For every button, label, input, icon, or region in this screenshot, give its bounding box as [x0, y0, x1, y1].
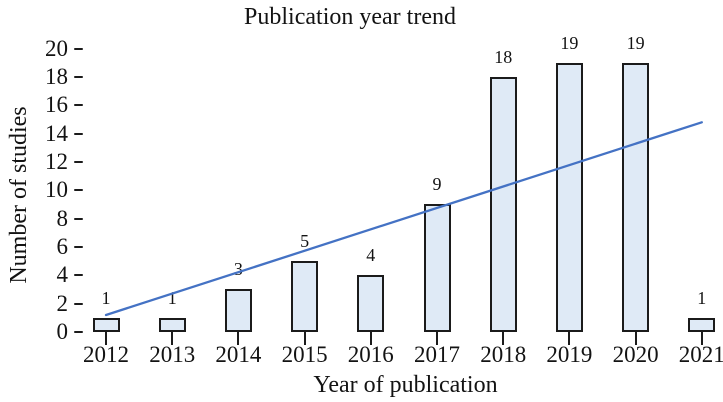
x-tick-label: 2013: [149, 342, 196, 367]
y-tick-label: 8: [56, 205, 69, 231]
x-tick-label: 2021: [678, 342, 723, 367]
bar-value-label: 3: [233, 259, 243, 280]
y-axis-tick: [74, 330, 83, 334]
x-tick-label: 2015: [281, 342, 328, 367]
trend-line: [104, 121, 703, 317]
bar-value-label: 9: [432, 174, 442, 195]
x-tick-label: 2016: [347, 342, 394, 367]
bar-value-label: 4: [366, 245, 376, 266]
y-axis-tick: [74, 274, 83, 277]
y-tick-label: 20: [45, 35, 68, 61]
x-tick-label: 2020: [612, 342, 659, 367]
bar: [489, 76, 517, 332]
y-axis-tick: [74, 132, 83, 135]
bar: [688, 317, 716, 332]
y-axis-tick: [74, 189, 83, 192]
y-tick-label: 18: [45, 63, 68, 89]
x-axis-title: Year of publication: [313, 372, 498, 398]
x-tick-label: 2014: [215, 342, 262, 367]
x-axis-tick: [105, 332, 107, 345]
y-axis-tick: [74, 47, 83, 50]
y-axis-tick: [74, 75, 83, 79]
bar-value-label: 1: [101, 287, 111, 308]
y-tick-label: 0: [56, 319, 69, 344]
bar-value-label: 18: [494, 46, 513, 67]
bar: [158, 317, 186, 332]
x-tick-label: 2019: [546, 342, 593, 367]
x-axis-tick: [436, 332, 438, 345]
y-tick-label: 6: [56, 233, 69, 259]
x-axis-tick: [700, 332, 703, 345]
bar-value-label: 1: [167, 287, 177, 308]
y-axis-tick: [74, 104, 83, 107]
x-tick-label: 2012: [83, 342, 129, 367]
x-axis-tick: [303, 332, 306, 345]
y-tick-label: 14: [45, 120, 68, 146]
x-axis-tick: [369, 332, 372, 345]
x-axis-tick: [502, 332, 505, 345]
bar: [622, 62, 650, 332]
y-tick-label: 4: [56, 262, 69, 288]
bar-value-label: 19: [560, 32, 579, 53]
x-axis-tick: [568, 332, 571, 345]
chart-title: Publication year trend: [244, 4, 456, 30]
y-tick-label: 12: [45, 148, 68, 174]
y-axis-tick: [74, 245, 83, 249]
bar: [357, 275, 385, 332]
x-tick-label: 2018: [480, 342, 527, 367]
y-tick-label: 10: [45, 177, 68, 203]
y-axis-tick: [74, 302, 83, 305]
x-tick-label: 2017: [414, 342, 460, 367]
bar: [224, 289, 252, 332]
x-axis-tick: [171, 332, 174, 345]
y-axis-tick: [74, 217, 83, 220]
bar-value-label: 19: [626, 32, 645, 53]
y-tick-label: 16: [45, 92, 68, 118]
y-tick-label: 2: [56, 290, 69, 316]
bar-value-label: 5: [300, 231, 310, 252]
y-axis-tick: [74, 160, 83, 164]
bar-value-label: 1: [697, 287, 707, 308]
bar: [423, 204, 451, 332]
bar: [555, 62, 583, 332]
x-axis-tick: [634, 332, 637, 345]
bar: [291, 261, 319, 332]
x-axis-tick: [237, 332, 240, 345]
bar: [92, 317, 120, 332]
